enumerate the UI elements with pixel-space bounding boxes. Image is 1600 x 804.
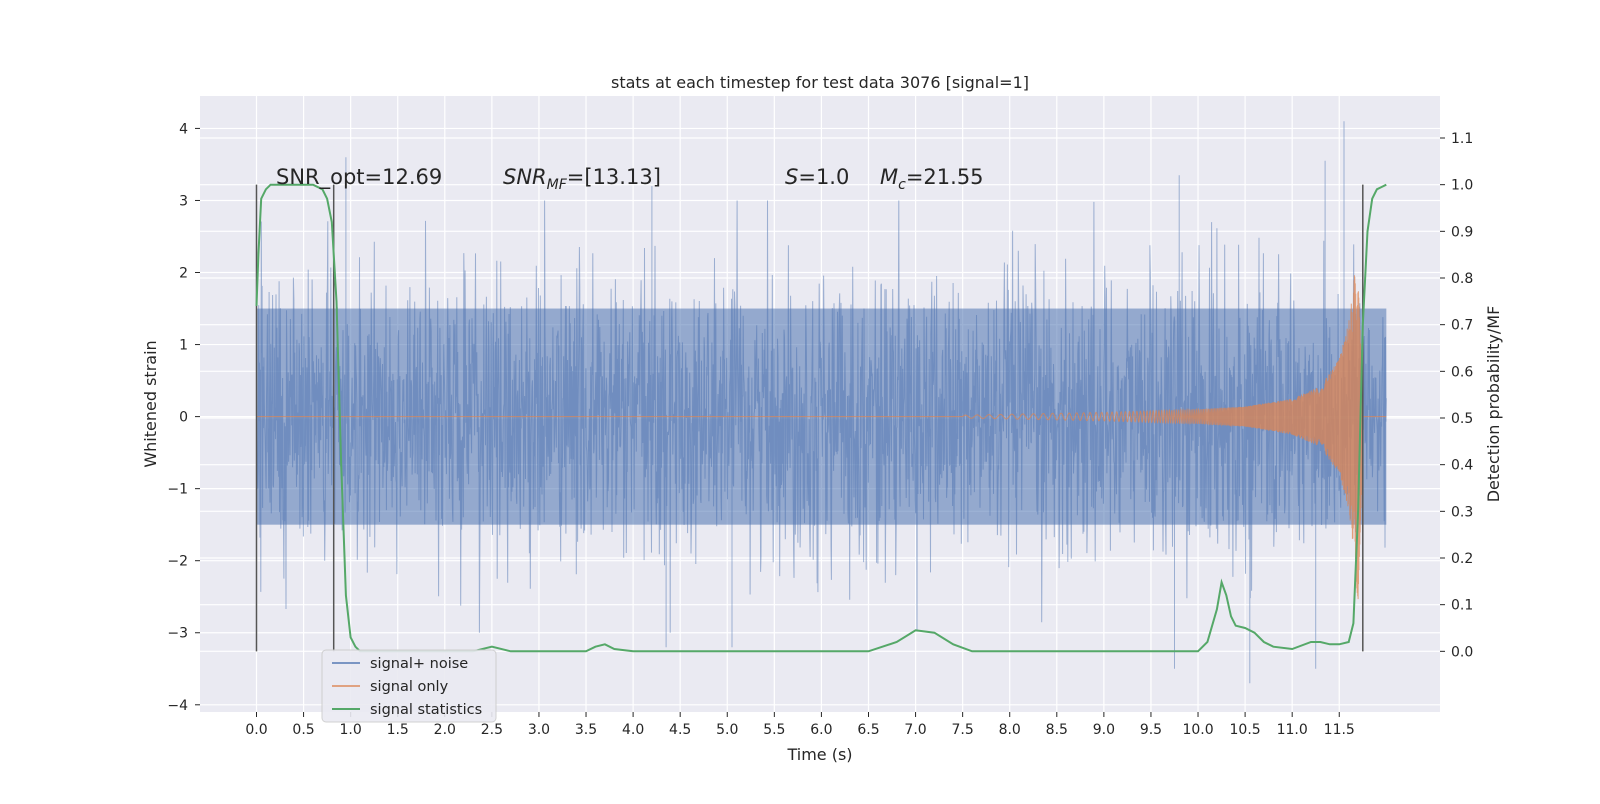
annotation-s-value: =1.0: [798, 165, 849, 189]
y-axis-ticks: 4 3 2 1 0 −1 −2 −3 −4: [167, 121, 200, 714]
annotation-mc-label: M: [880, 165, 898, 189]
y-tick-label: 2: [179, 266, 188, 282]
y-right-tick-label: 0.0: [1451, 644, 1473, 660]
annotation-mc-value: =21.55: [906, 165, 984, 189]
x-tick-label: 7.0: [904, 722, 926, 738]
y-right-tick-label: 0.5: [1451, 411, 1473, 427]
y-right-tick-label: 0.1: [1451, 598, 1473, 614]
x-tick-label: 4.5: [669, 722, 691, 738]
y-tick-label: 1: [179, 338, 188, 354]
y-tick-label: −3: [167, 626, 188, 642]
y-right-tick-label: 0.4: [1451, 458, 1473, 474]
x-axis-label: Time (s): [786, 745, 852, 764]
signal-trace: [256, 275, 1387, 600]
annotation-snr-mf-value: =[13.13]: [567, 165, 661, 189]
y-axis-label: Whitened strain: [141, 340, 160, 467]
y-tick-label: 4: [179, 121, 188, 137]
annotation-snr-mf-label: SNR: [503, 165, 547, 189]
y-right-axis-label: Detection probability/MF: [1484, 306, 1503, 503]
annotation-snr-opt: SNR_opt=12.69: [276, 165, 442, 190]
y-tick-label: −1: [167, 482, 188, 498]
annotation-s: S=1.0: [785, 165, 849, 189]
legend-label-noise: signal+ noise: [370, 656, 468, 672]
x-tick-label: 6.5: [857, 722, 879, 738]
x-tick-label: 6.0: [810, 722, 832, 738]
x-tick-label: 5.0: [716, 722, 738, 738]
y-right-tick-label: 0.8: [1451, 271, 1473, 287]
y-right-tick-label: 1.0: [1451, 178, 1473, 194]
signal-statistics-line: [255, 183, 1387, 653]
x-tick-label: 4.0: [622, 722, 644, 738]
y-right-tick-label: 1.1: [1451, 131, 1473, 147]
legend-label-signal: signal only: [370, 679, 449, 695]
legend-box: [321, 649, 497, 723]
x-tick-label: 10.5: [1230, 722, 1261, 738]
x-tick-label: 8.5: [1046, 722, 1068, 738]
annotation-mc: Mc=21.55: [880, 165, 984, 193]
signal-only-series: [256, 275, 1387, 600]
y-right-axis-ticks: 1.1 1.0 0.9 0.8 0.7 0.6 0.5 0.4 0.3 0.2 0.1 0.0: [1440, 131, 1473, 660]
y-right-tick-label: 0.3: [1451, 504, 1473, 520]
x-tick-label: 2.0: [434, 722, 456, 738]
annotation-s-label: S: [785, 165, 798, 189]
y-tick-label: 0: [179, 410, 188, 426]
y-right-tick-label: 0.2: [1451, 551, 1473, 567]
legend: signal+ noise signal only signal statist…: [321, 649, 497, 723]
x-tick-label: 1.0: [340, 722, 362, 738]
y-tick-label: 3: [179, 193, 188, 209]
x-tick-label: 9.0: [1093, 722, 1115, 738]
legend-label-stats: signal statistics: [370, 702, 482, 718]
y-right-tick-label: 0.7: [1451, 318, 1473, 334]
x-tick-label: 3.0: [528, 722, 550, 738]
y-right-tick-label: 0.6: [1451, 364, 1473, 380]
x-tick-label: 1.5: [387, 722, 409, 738]
annotation-snr-mf: SNRMF=[13.13]: [503, 165, 661, 193]
y-tick-label: −4: [167, 698, 188, 714]
noise-trace: [256, 121, 1387, 684]
x-tick-label: 8.0: [999, 722, 1021, 738]
x-tick-label: 0.0: [245, 722, 267, 738]
x-tick-label: 11.5: [1324, 722, 1355, 738]
x-tick-label: 3.5: [575, 722, 597, 738]
y-tick-label: −2: [167, 554, 188, 570]
x-axis-ticks: 0.0 0.5 1.0 1.5 2.0 2.5 3.0 3.5 4.0 4.5 5.0 5.5 6.0 6…: [245, 712, 1355, 738]
x-tick-label: 2.5: [481, 722, 503, 738]
annotation-mc-sub: c: [898, 177, 906, 193]
x-tick-label: 7.5: [952, 722, 974, 738]
x-tick-label: 10.0: [1182, 722, 1213, 738]
signal-statistics-series: [255, 183, 1387, 653]
y-right-tick-label: 0.9: [1451, 224, 1473, 240]
x-tick-label: 11.0: [1277, 722, 1308, 738]
chart-title: stats at each timestep for test data 307…: [611, 73, 1029, 92]
annotation-snr-mf-sub: MF: [547, 177, 568, 193]
x-tick-label: 0.5: [292, 722, 314, 738]
x-tick-label: 9.5: [1140, 722, 1162, 738]
x-tick-label: 5.5: [763, 722, 785, 738]
